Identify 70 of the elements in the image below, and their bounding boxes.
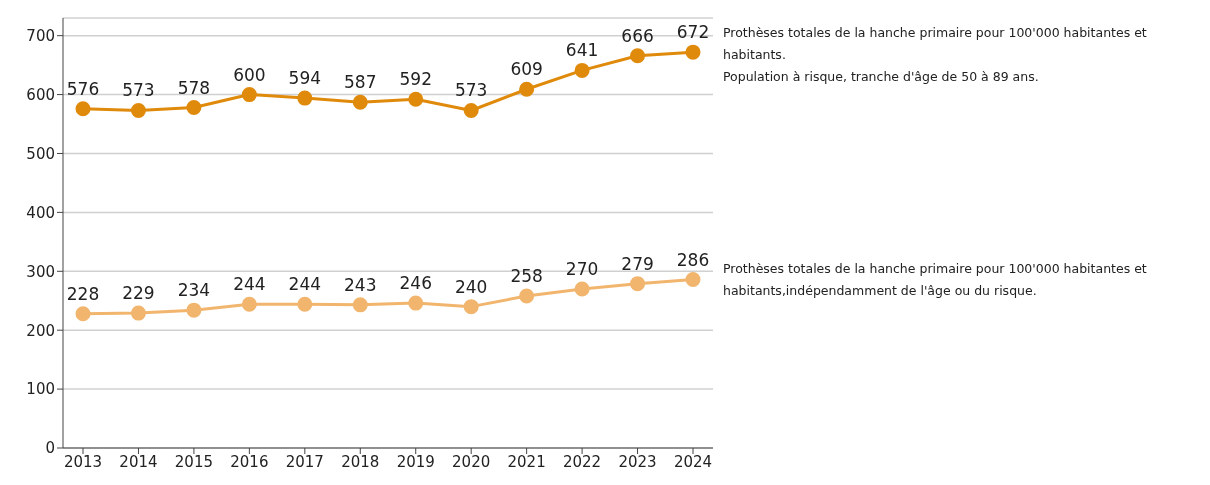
data-label: 576 — [66, 78, 100, 99]
y-tick-label: 600 — [26, 85, 55, 104]
x-tick-label: 2018 — [341, 452, 380, 471]
data-label: 600 — [233, 64, 266, 85]
x-tick-label: 2017 — [285, 452, 324, 471]
data-label: 587 — [344, 72, 377, 93]
point — [75, 306, 91, 322]
point — [297, 90, 313, 106]
point — [186, 302, 202, 318]
x-tick-label: 2024 — [673, 452, 713, 471]
point — [130, 305, 146, 321]
point — [574, 62, 590, 78]
point — [463, 299, 479, 315]
data-label: 240 — [454, 276, 488, 297]
y-tick-label: 200 — [26, 321, 55, 340]
point — [352, 297, 368, 313]
y-tick-label: 500 — [26, 144, 55, 163]
point — [519, 81, 535, 97]
point — [130, 102, 146, 118]
point — [630, 48, 646, 64]
data-label: 228 — [66, 283, 100, 304]
point — [408, 295, 424, 311]
point — [574, 281, 590, 297]
point — [685, 44, 701, 60]
data-label: 666 — [621, 25, 654, 46]
data-label: 578 — [177, 77, 211, 98]
x-tick-label: 2021 — [507, 452, 546, 471]
point — [352, 94, 368, 110]
y-tick-label: 300 — [26, 262, 55, 281]
data-label: 246 — [399, 273, 432, 294]
point — [75, 101, 91, 117]
x-tick-label: 2014 — [119, 452, 158, 471]
x-tick-label: 2023 — [618, 452, 657, 471]
data-label: 594 — [288, 68, 322, 89]
y-tick-label: 700 — [26, 27, 55, 45]
series-label: Prothèses totales de la hanche primaire pour 100'000 habitantes et habitants,indépendamment de l'âge ou du risque. — [723, 259, 1148, 300]
y-tick-label: 0 — [45, 439, 55, 458]
point — [241, 87, 257, 103]
data-label: 243 — [344, 274, 377, 295]
data-label: 258 — [510, 266, 543, 287]
data-label: 270 — [565, 258, 599, 279]
point — [408, 91, 424, 107]
data-label: 244 — [233, 274, 266, 295]
data-label: 234 — [177, 280, 211, 301]
data-label: 672 — [676, 22, 710, 43]
x-tick-label: 2016 — [230, 452, 269, 471]
point — [297, 296, 313, 312]
data-label: 229 — [122, 283, 155, 304]
point — [630, 276, 646, 292]
data-label: 286 — [676, 249, 710, 270]
x-tick-label: 2022 — [563, 452, 602, 471]
data-label: 279 — [621, 253, 654, 274]
data-label: 244 — [288, 274, 322, 295]
data-label: 573 — [454, 80, 488, 101]
point — [519, 288, 535, 304]
data-label: 592 — [399, 69, 432, 90]
point — [186, 100, 202, 116]
x-tick-label: 2020 — [452, 452, 491, 471]
y-tick-label: 400 — [26, 203, 55, 222]
point — [241, 296, 257, 312]
x-tick-label: 2015 — [174, 452, 213, 471]
y-tick-label: 100 — [26, 380, 55, 399]
series-label: Prothèses totales de la hanche primaire pour 100'000 habitantes et habitants. Population à risque, tranche d'âge de 50 à 89 ans. — [723, 24, 1148, 87]
data-label: 641 — [565, 40, 599, 61]
data-label: 609 — [510, 59, 543, 80]
x-tick-label: 2013 — [63, 452, 103, 471]
data-label: 573 — [122, 80, 155, 101]
point — [685, 272, 701, 288]
x-tick-label: 2019 — [396, 452, 435, 471]
point — [463, 102, 479, 118]
